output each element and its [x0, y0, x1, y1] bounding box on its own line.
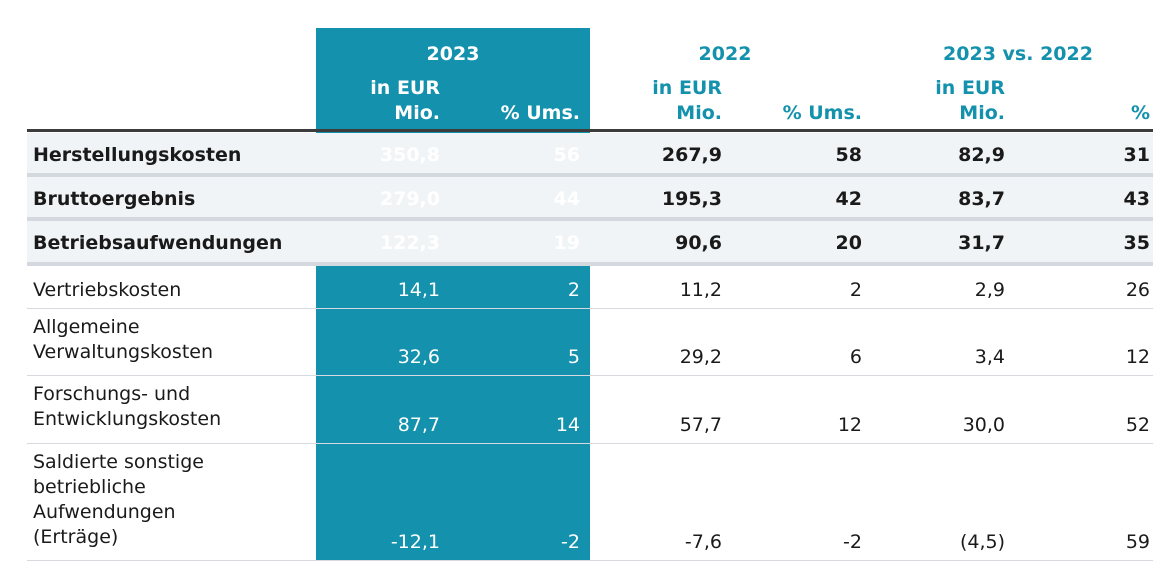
- value-2022: 11,2: [679, 279, 722, 301]
- value-2023: 350,8: [379, 144, 440, 166]
- pct-diff: 31: [1123, 144, 1150, 166]
- value-2022: 195,3: [661, 188, 722, 210]
- row-divider: [27, 443, 1153, 444]
- value-diff: 2,9: [974, 279, 1005, 301]
- pct-ums-2022: 58: [835, 144, 862, 166]
- row-divider: [27, 308, 1153, 309]
- pct-ums-2023: 56: [553, 144, 580, 166]
- header-diff-in-eur: in EUR: [935, 77, 1005, 99]
- highlight-column-2023: [316, 28, 590, 560]
- pct-diff: 59: [1125, 531, 1150, 553]
- pct-diff: 35: [1123, 232, 1150, 254]
- value-2022: 29,2: [679, 346, 722, 368]
- header-year-2023: 2023: [426, 43, 480, 65]
- pct-ums-2023: 44: [553, 188, 580, 210]
- header-2022-mio: Mio.: [676, 102, 722, 124]
- row-label: Allgemeine: [33, 316, 140, 338]
- pct-diff: 26: [1125, 279, 1150, 301]
- header-divider: [27, 129, 1153, 132]
- row-label: Herstellungskosten: [33, 144, 242, 166]
- row-label: Forschungs- und: [33, 383, 191, 405]
- header-2022-pct-ums: % Ums.: [782, 102, 862, 124]
- row-label: Aufwendungen: [33, 501, 176, 523]
- row-label: (Erträge): [33, 526, 119, 548]
- pct-ums-2022: 2: [849, 279, 862, 301]
- row-divider: [27, 375, 1153, 376]
- row-divider: [27, 173, 1153, 177]
- pct-diff: 12: [1125, 346, 1150, 368]
- pct-ums-2022: -2: [843, 531, 862, 553]
- pct-ums-2022: 42: [835, 188, 862, 210]
- header-diff-pct: %: [1130, 102, 1150, 124]
- row-label: Verwaltungskosten: [33, 341, 214, 363]
- pct-ums-2023: -2: [561, 531, 580, 553]
- value-2022: 267,9: [661, 144, 722, 166]
- pct-ums-2023: 19: [553, 232, 580, 254]
- header-diff: 2023 vs. 2022: [943, 43, 1093, 65]
- value-diff: 82,9: [958, 144, 1005, 166]
- value-2023: 279,0: [379, 188, 440, 210]
- row-label: Betriebsaufwendungen: [33, 232, 283, 254]
- value-2023: 32,6: [397, 346, 440, 368]
- row-background: [27, 177, 1153, 217]
- row-label: Bruttoergebnis: [33, 188, 196, 210]
- value-diff: (4,5): [959, 531, 1005, 553]
- header-2023-pct-ums: % Ums.: [500, 102, 580, 124]
- pct-ums-2023: 5: [567, 346, 580, 368]
- header-year-2022: 2022: [698, 43, 752, 65]
- pct-diff: 52: [1125, 414, 1150, 436]
- pct-ums-2022: 20: [835, 232, 862, 254]
- value-diff: 31,7: [958, 232, 1005, 254]
- value-diff: 3,4: [974, 346, 1005, 368]
- value-2022: 57,7: [679, 414, 722, 436]
- row-divider: [27, 560, 1153, 561]
- pct-ums-2023: 2: [567, 279, 580, 301]
- value-2023: -12,1: [390, 531, 440, 553]
- value-2023: 87,7: [397, 414, 440, 436]
- value-diff: 83,7: [958, 188, 1005, 210]
- pct-diff: 43: [1123, 188, 1150, 210]
- value-diff: 30,0: [962, 414, 1005, 436]
- row-divider: [27, 262, 1153, 266]
- row-divider: [27, 217, 1153, 221]
- value-2022: 90,6: [675, 232, 722, 254]
- row-background: [27, 133, 1153, 173]
- pct-ums-2023: 14: [555, 414, 580, 436]
- pct-ums-2022: 12: [837, 414, 862, 436]
- row-label: Saldierte sonstige: [33, 451, 204, 473]
- header-diff-mio: Mio.: [959, 102, 1005, 124]
- row-label: betriebliche: [33, 476, 146, 498]
- row-label: Vertriebskosten: [33, 279, 182, 301]
- value-2023: 14,1: [397, 279, 440, 301]
- row-label: Entwicklungskosten: [33, 408, 222, 430]
- value-2022: -7,6: [684, 531, 722, 553]
- pct-ums-2022: 6: [849, 346, 862, 368]
- value-2023: 122,3: [379, 232, 440, 254]
- header-2023-mio: Mio.: [394, 102, 440, 124]
- row-background: [27, 221, 1153, 262]
- header-2022-in-eur: in EUR: [652, 77, 722, 99]
- header-2023-in-eur: in EUR: [370, 77, 440, 99]
